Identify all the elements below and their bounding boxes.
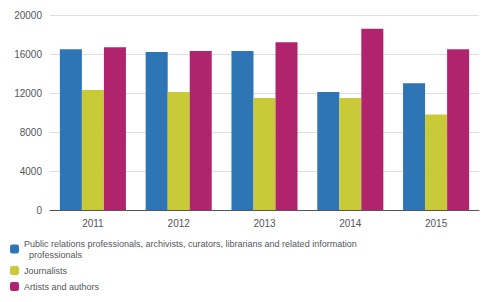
svg-text:12000: 12000 — [14, 88, 42, 99]
svg-text:2011: 2011 — [82, 218, 104, 229]
svg-text:2012: 2012 — [168, 218, 191, 229]
svg-text:professionals: professionals — [24, 250, 83, 260]
svg-text:Artists and authors: Artists and authors — [24, 282, 100, 292]
svg-text:Public relations professionals: Public relations professionals, archivis… — [24, 239, 357, 249]
svg-text:2015: 2015 — [425, 218, 448, 229]
svg-text:20000: 20000 — [14, 10, 42, 21]
svg-text:2013: 2013 — [253, 218, 276, 229]
svg-text:0: 0 — [36, 205, 42, 216]
svg-text:16000: 16000 — [14, 49, 42, 60]
svg-text:2014: 2014 — [339, 218, 362, 229]
svg-text:8000: 8000 — [20, 127, 43, 138]
svg-text:Journalists: Journalists — [24, 266, 68, 276]
svg-text:4000: 4000 — [20, 166, 43, 177]
